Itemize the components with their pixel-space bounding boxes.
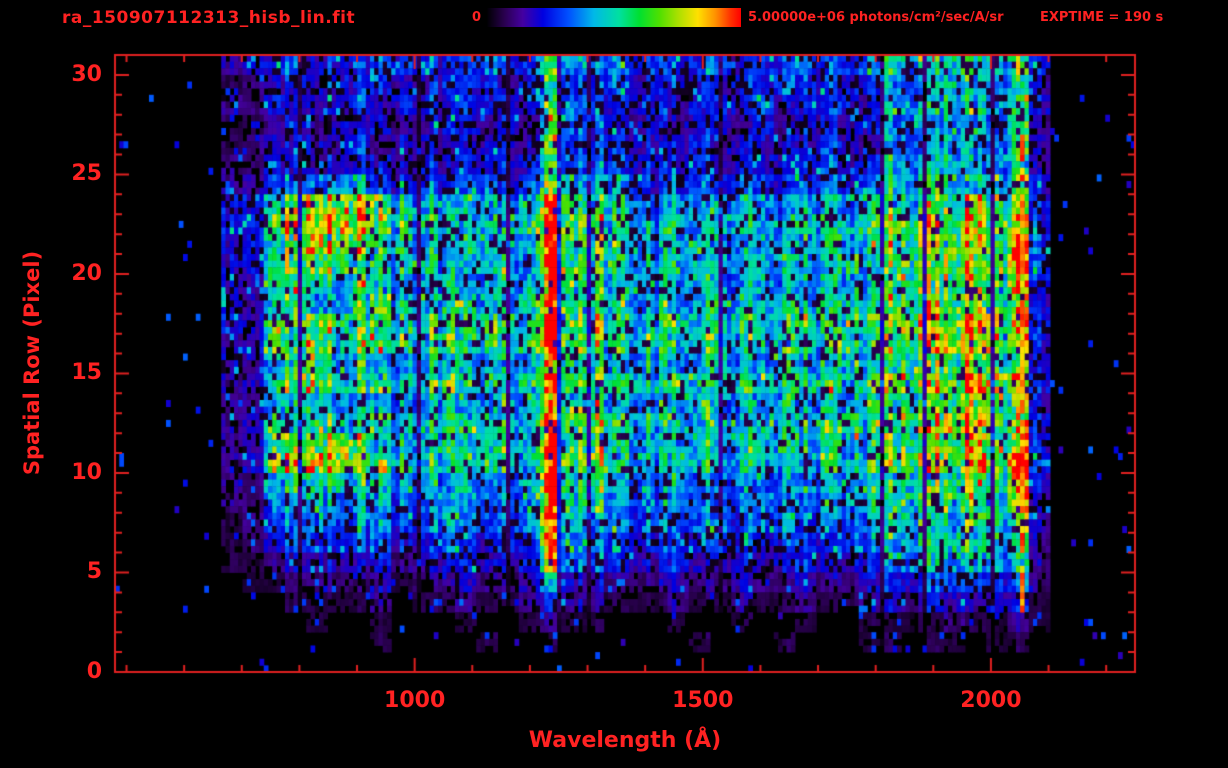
x-tick-label-1500: 1500 [672, 688, 734, 713]
x-axis-label: Wavelength (Å) [528, 728, 722, 753]
x-tick-label-1000: 1000 [384, 688, 446, 713]
exptime-label: EXPTIME = 190 s [1040, 10, 1164, 25]
figure-title: ra_150907112313_hisb_lin.fit [62, 8, 356, 28]
y-tick-label-10: 10 [71, 459, 102, 485]
y-tick-label-15: 15 [71, 360, 102, 386]
y-tick-label-5: 5 [86, 559, 102, 585]
y-tick-label-0: 0 [86, 659, 102, 684]
y-tick-label-30: 30 [71, 61, 102, 87]
x-tick-label-2000: 2000 [960, 688, 1022, 713]
y-tick-label-20: 20 [71, 260, 102, 286]
colorbar-min-label: 0 [471, 10, 481, 25]
colorbar-units-label: 5.00000e+06 photons/cm²/sec/A/sr [748, 10, 1004, 25]
colorbar-gradient [487, 8, 741, 27]
y-tick-label-25: 25 [71, 161, 102, 187]
